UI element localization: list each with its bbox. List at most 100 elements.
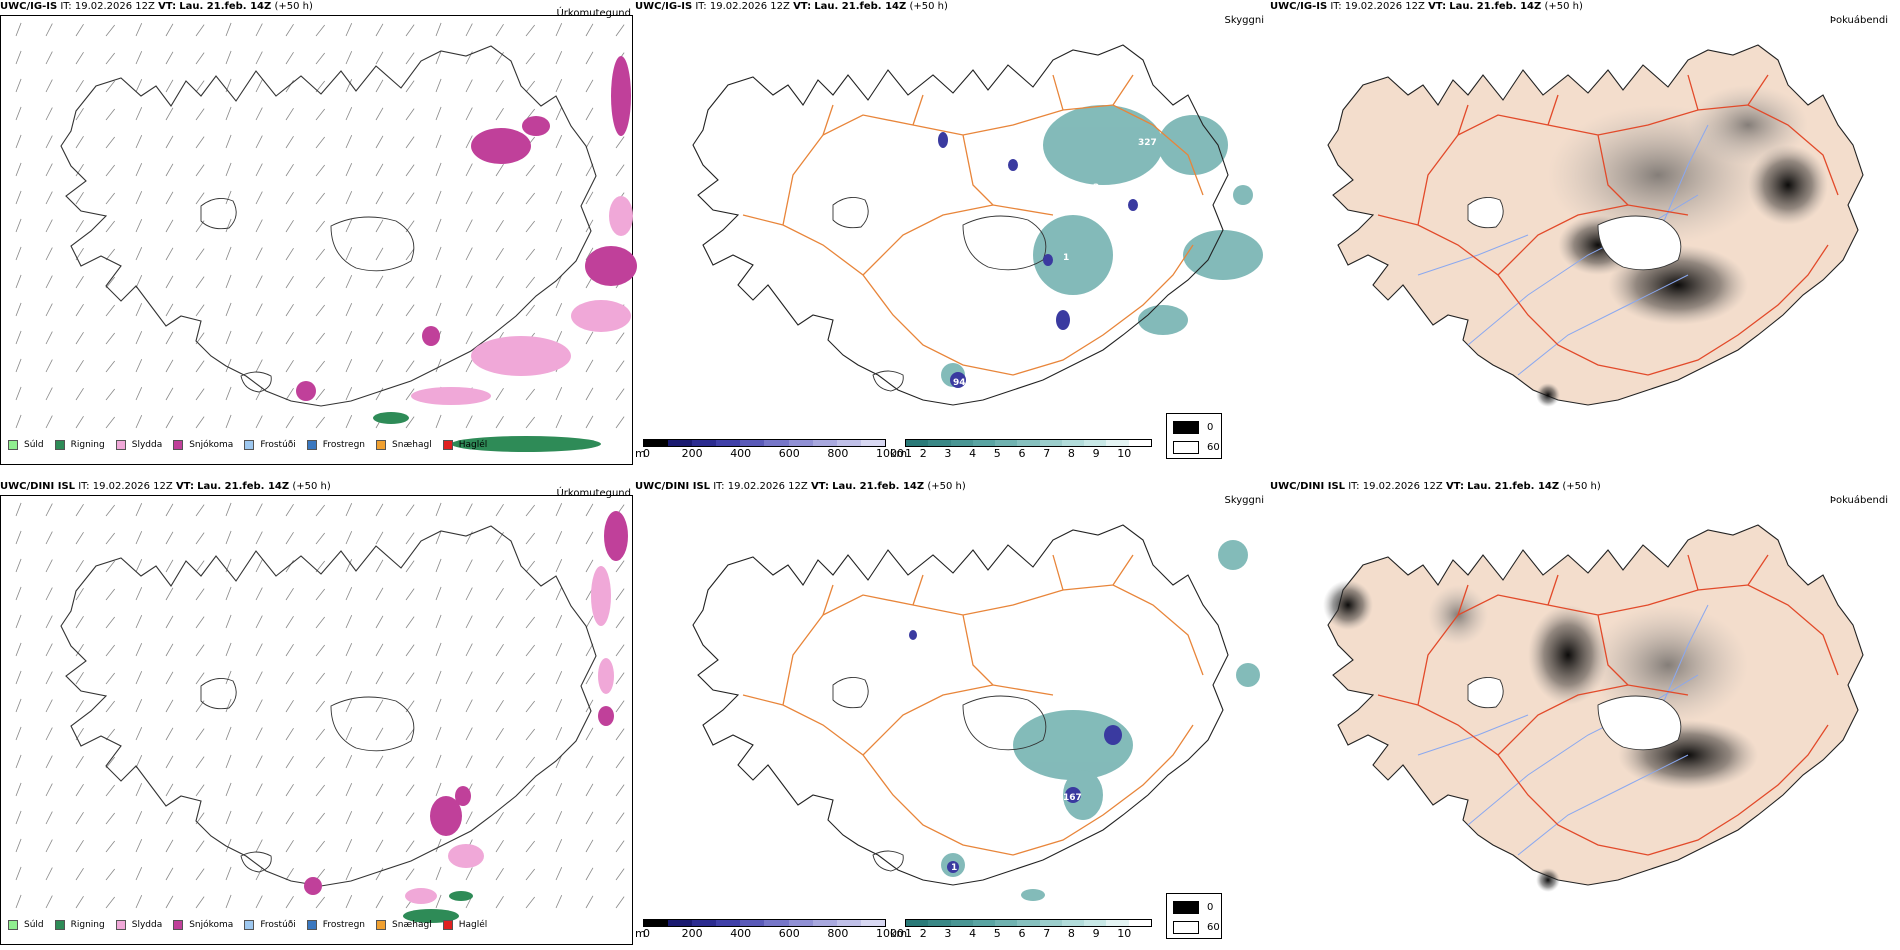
wind-barb [585,643,594,657]
wind-barb [615,24,625,37]
wind-barb [345,219,353,233]
wind-barb [255,23,263,37]
wind-barb [255,331,263,345]
wind-barb [525,80,536,93]
wind-barb [45,727,53,741]
lead-time: (+50 h) [1544,1,1583,12]
wind-barb [255,163,263,177]
wind-barb [495,24,504,37]
wind-barb [285,896,294,909]
tick-label: 1 [905,927,912,940]
legend-label: Slydda [131,920,163,930]
wind-barb [555,331,563,345]
wind-barb [375,79,384,93]
wind-barb [525,672,536,685]
wind-barb [465,23,473,37]
wind-barb [525,532,536,545]
wind-barb [375,839,384,853]
wind-barb [105,80,116,93]
colorbar-segment-3 [972,920,996,926]
wind-barb [285,700,294,713]
lead-time: (+50 h) [927,481,966,492]
wind-barb [345,247,353,261]
legend-swatch [244,440,255,450]
wind-barb [375,503,384,517]
wind-barb [345,107,353,121]
wind-barb [75,360,84,373]
wind-barb [615,840,625,853]
wind-barb [255,503,263,517]
wind-barb [345,387,353,401]
tick-label: 5 [993,927,1001,940]
wind-barb [45,699,53,713]
legend-item-7: Haglél [442,920,487,930]
wind-barb [405,644,415,657]
cloud-value-label: 2 [1093,183,1099,193]
wind-barb [345,191,353,205]
wind-barb [105,276,116,289]
precip-rain-areas [373,412,601,452]
wind-barb [525,840,536,853]
wind-barb [435,50,442,65]
wind-barb [555,755,563,769]
legend-item-0: Súld [8,920,44,930]
wind-barb [285,108,294,121]
wind-barb [345,699,353,713]
wind-barb [435,894,442,909]
wind-barb [345,783,353,797]
wind-barb [315,784,326,797]
wind-barb [525,304,536,317]
visibility-unit: km [890,927,908,940]
wind-barb [255,415,263,429]
wind-barb [615,588,625,601]
wind-barb [195,164,205,177]
wind-barb [555,503,563,517]
wind-barb [345,811,353,825]
wind-barb [285,304,294,317]
wind-barb [525,52,536,65]
legend-item-2: Slydda [115,920,163,930]
tick-label: 7 [1043,927,1051,940]
wind-barb [135,135,143,149]
wind-barb [165,163,174,177]
wind-barb [405,840,415,853]
panel-title-fog: Þokuábendi [1829,495,1888,506]
wind-barb [315,644,326,657]
tick-label: 600 [778,447,800,460]
wind-barb [375,191,384,205]
wind-barb [585,135,594,149]
legend-swatch [8,440,18,450]
wind-barb [615,360,625,373]
wind-barb [75,332,84,345]
vt-value: Lau. 21.feb. 14Z [814,1,907,12]
wind-barb [135,867,143,881]
it-value: 19.02.2026 12Z [727,481,808,492]
wind-barb [165,79,174,93]
wind-barb [345,531,353,545]
header-row-1: UWC/IG-IS IT: 19.02.2026 12Z VT: Lau. 21… [0,0,313,14]
wind-barb [585,839,594,853]
cloud-value-label: 1 [1063,253,1069,263]
wind-barb [435,78,442,93]
colorbar-segment-1 [668,440,693,446]
wind-barb [555,643,563,657]
wind-barb [285,24,294,37]
wind-barb [255,727,263,741]
cloud-base-areas [909,630,1122,873]
wind-barb [615,896,625,909]
wind-barb [45,51,53,65]
wind-barb [345,331,353,345]
colorbar-segment-7 [812,440,837,446]
wind-barb [495,896,504,909]
wind-barb [135,615,143,629]
model-name: UWC/DINI ISL [1270,481,1346,492]
wind-barb [225,50,232,65]
river-network [1417,124,1709,376]
wind-barb [375,671,384,685]
wind-barb [15,414,22,429]
fog-panel-row-2: UWC/DINI ISL IT: 19.02.2026 12Z VT: Lau.… [1268,480,1900,950]
wind-barb [375,331,384,345]
colorbar-segment-2 [950,440,973,446]
wind-barb [315,532,326,545]
colorbar-segment-9 [860,440,885,446]
